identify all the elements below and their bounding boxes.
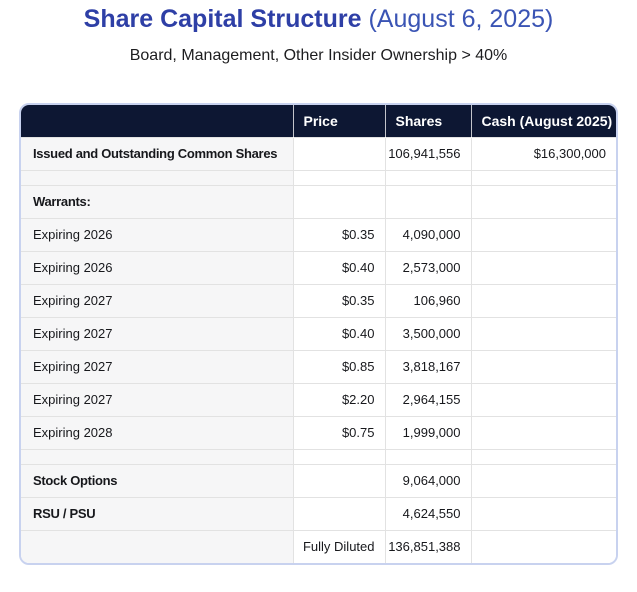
label-cell: Expiring 2027 [21,283,293,317]
label-cell: Issued and Outstanding Common Shares [21,136,293,170]
shares-cell: 4,624,550 [384,496,471,530]
label-cell [21,448,293,464]
table-row: Warrants: [21,184,616,218]
table-row: Expiring 2026 $0.40 2,573,000 [21,250,616,284]
page-title: Share Capital Structure (August 6, 2025) [0,4,637,34]
capital-structure-table-container: Price Shares Cash (August 2025) Issued a… [19,103,618,565]
cash-cell [470,382,616,416]
label-cell: Expiring 2028 [21,415,293,449]
table-row: Expiring 2027 $0.35 106,960 [21,283,616,317]
price-cell: Fully Diluted [292,529,385,563]
shares-cell: 2,964,155 [384,382,471,416]
header-cell-cash: Cash (August 2025) [470,105,616,137]
capital-structure-table: Price Shares Cash (August 2025) Issued a… [21,105,616,563]
cash-cell [470,529,616,563]
cash-cell [470,415,616,449]
header-cell-label [21,105,293,137]
shares-cell: 3,500,000 [384,316,471,350]
table-header-row: Price Shares Cash (August 2025) [21,105,616,137]
label-cell: RSU / PSU [21,496,293,530]
shares-cell [384,448,471,464]
price-cell [292,184,385,218]
header-cell-price: Price [292,105,385,137]
shares-cell: 106,960 [384,283,471,317]
table-row: RSU / PSU 4,624,550 [21,496,616,530]
shares-cell: 2,573,000 [384,250,471,284]
shares-cell: 3,818,167 [384,349,471,383]
table-row: Expiring 2027 $0.85 3,818,167 [21,349,616,383]
label-cell: Warrants: [21,184,293,218]
label-cell: Expiring 2027 [21,316,293,350]
label-cell: Stock Options [21,463,293,497]
label-cell [21,529,293,563]
table-row: Expiring 2026 $0.35 4,090,000 [21,217,616,251]
price-cell: $2.20 [292,382,385,416]
shares-cell: 136,851,388 [384,529,471,563]
table-row: Expiring 2027 $0.40 3,500,000 [21,316,616,350]
price-cell [292,169,385,185]
cash-cell [470,448,616,464]
price-cell: $0.75 [292,415,385,449]
shares-cell: 9,064,000 [384,463,471,497]
shares-cell: 4,090,000 [384,217,471,251]
label-cell: Expiring 2026 [21,217,293,251]
table-header: Price Shares Cash (August 2025) [21,105,616,137]
table-row: Expiring 2028 $0.75 1,999,000 [21,415,616,449]
cash-cell [470,169,616,185]
cash-cell [470,496,616,530]
shares-cell [384,169,471,185]
shares-cell: 1,999,000 [384,415,471,449]
ownership-subtitle: Board, Management, Other Insider Ownersh… [129,47,508,64]
spacer-row [21,448,616,464]
table-row: Expiring 2027 $2.20 2,964,155 [21,382,616,416]
price-cell [292,136,385,170]
cash-cell [470,184,616,218]
page-title-date: (August 6, 2025) [368,5,554,33]
table-body: Issued and Outstanding Common Shares 106,… [21,136,616,563]
shares-cell: 106,941,556 [384,136,471,170]
cash-cell [470,316,616,350]
table-row: Stock Options 9,064,000 [21,463,616,497]
price-cell [292,463,385,497]
price-cell: $0.35 [292,283,385,317]
price-cell: $0.40 [292,250,385,284]
header-cell-shares: Shares [384,105,471,137]
cash-cell [470,463,616,497]
table-row: Fully Diluted 136,851,388 [21,529,616,563]
price-cell: $0.40 [292,316,385,350]
page-title-main: Share Capital Structure [83,5,362,33]
cash-cell [470,283,616,317]
price-cell: $0.35 [292,217,385,251]
label-cell: Expiring 2027 [21,349,293,383]
label-cell: Expiring 2026 [21,250,293,284]
shares-cell [384,184,471,218]
price-cell [292,448,385,464]
cash-cell [470,349,616,383]
table-row: Issued and Outstanding Common Shares 106,… [21,136,616,170]
cash-cell [470,250,616,284]
label-cell [21,169,293,185]
cash-cell: $16,300,000 [470,136,616,170]
price-cell [292,496,385,530]
price-cell: $0.85 [292,349,385,383]
label-cell: Expiring 2027 [21,382,293,416]
cash-cell [470,217,616,251]
spacer-row [21,169,616,185]
